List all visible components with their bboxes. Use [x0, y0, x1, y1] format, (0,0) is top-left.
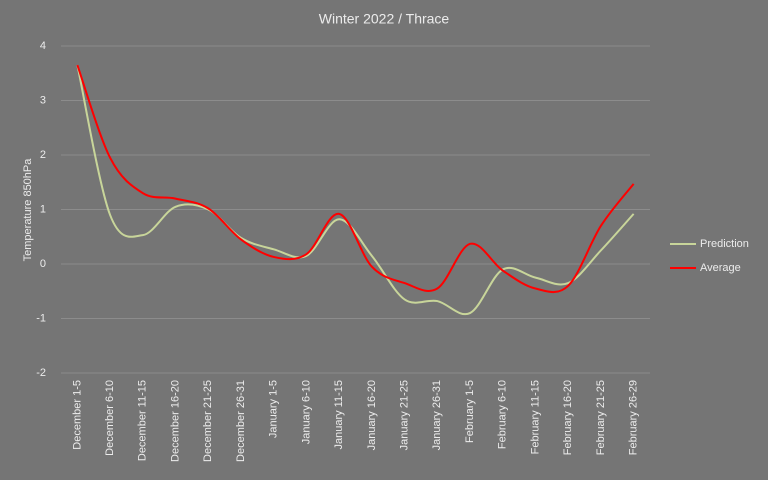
x-tick-label: February 16-20 — [562, 380, 574, 455]
x-tick-label: January 6-10 — [300, 380, 312, 444]
x-tick-label: December 21-25 — [202, 380, 214, 462]
legend-label: Average — [700, 262, 741, 274]
x-tick-label: February 1-5 — [464, 380, 476, 443]
x-tick-label: December 11-15 — [137, 380, 149, 461]
legend-label: Prediction — [700, 238, 749, 250]
x-tick-label: January 1-5 — [268, 380, 280, 438]
chart-title: Winter 2022 / Thrace — [319, 11, 450, 27]
y-tick-label: 4 — [40, 40, 46, 52]
line — [76, 64, 635, 294]
y-tick-label: -1 — [36, 312, 46, 324]
x-tick-label: December 1-5 — [71, 380, 83, 450]
y-tick-label: 0 — [40, 258, 46, 270]
line — [76, 64, 635, 316]
x-tick-label: January 11-15 — [333, 380, 345, 450]
x-tick-label: December 6-10 — [104, 380, 116, 456]
y-tick-label: 1 — [40, 203, 46, 215]
x-tick-label: February 11-15 — [529, 380, 541, 454]
y-axis-label: Temperature 850hPa — [22, 158, 34, 262]
y-tick-label: 3 — [40, 94, 46, 106]
x-tick-label: February 6-10 — [497, 380, 509, 449]
x-tick-label: February 21-25 — [595, 380, 607, 455]
y-tick-label: -2 — [36, 367, 46, 379]
x-tick-label: January 21-25 — [398, 380, 410, 450]
x-tick-label: December 16-20 — [169, 380, 181, 462]
x-tick-label: February 26-29 — [628, 380, 640, 455]
x-tick-label: January 26-31 — [431, 380, 443, 450]
x-tick-label: December 26-31 — [235, 380, 247, 462]
x-tick-label: January 16-20 — [366, 380, 378, 450]
y-tick-label: 2 — [40, 149, 46, 161]
